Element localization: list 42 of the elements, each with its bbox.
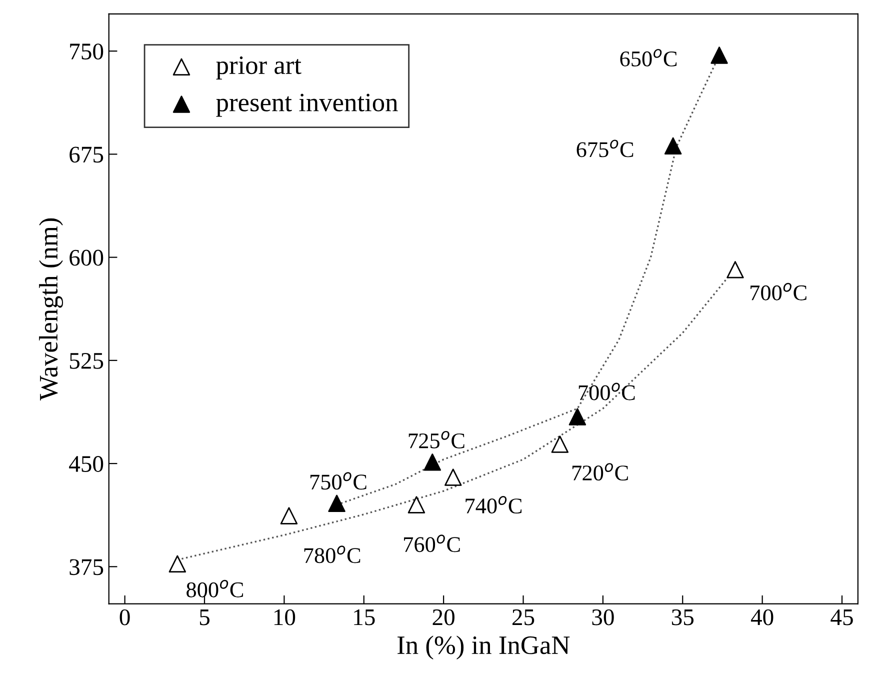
x-axis-title: In (%) in InGaN bbox=[398, 636, 570, 660]
y-tick-label: 525 bbox=[70, 352, 104, 369]
y-tick-label: 750 bbox=[70, 44, 104, 60]
x-tick-label: 15 bbox=[354, 609, 375, 626]
x-tick-label: 35 bbox=[672, 609, 694, 626]
annotation: 725$^{o}$C bbox=[408, 430, 464, 448]
annotation: 700$^{o}$C bbox=[750, 282, 806, 300]
point bbox=[710, 46, 728, 64]
annotation: 760$^{o}$C bbox=[404, 534, 460, 552]
x-tick-label: 45 bbox=[830, 609, 853, 626]
point bbox=[424, 454, 442, 471]
x-tick-label: 20 bbox=[432, 609, 454, 626]
annotation: 720$^{o}$C bbox=[572, 463, 628, 480]
x-tick-label: 30 bbox=[592, 609, 614, 626]
point bbox=[280, 507, 298, 524]
x-tick-label: 40 bbox=[750, 609, 774, 626]
point bbox=[328, 494, 346, 512]
y-tick-label: 375 bbox=[70, 559, 104, 576]
y-tick-label: 675 bbox=[70, 146, 104, 163]
point bbox=[408, 496, 426, 514]
point bbox=[568, 408, 586, 426]
annotation: 700$^{o}$C bbox=[578, 382, 635, 400]
legend-label: present invention bbox=[216, 94, 398, 117]
point bbox=[726, 261, 744, 278]
point bbox=[168, 555, 186, 573]
y-tick-label: 600 bbox=[70, 250, 104, 266]
x-tick-label: 0 bbox=[120, 609, 130, 626]
annotation: 780$^{o}$C bbox=[304, 546, 360, 564]
annotation: 740$^{o}$C bbox=[466, 496, 522, 514]
annotation: 750$^{o}$C bbox=[310, 472, 366, 490]
point bbox=[444, 468, 462, 486]
x-tick-label: 10 bbox=[274, 609, 296, 626]
annotation: 800$^{o}$C bbox=[186, 580, 244, 598]
x-tick-label: 5 bbox=[200, 610, 210, 626]
point bbox=[664, 137, 682, 155]
y-axis-title: Wavelength (nm) bbox=[39, 218, 64, 400]
annotation: 675$^{o}$C bbox=[576, 140, 634, 158]
x-tick-label: 25 bbox=[512, 609, 534, 626]
legend-label: prior art bbox=[216, 56, 302, 80]
point bbox=[551, 436, 569, 453]
annotation: 650$^{o}$C bbox=[620, 48, 677, 66]
y-tick-label: 450 bbox=[69, 456, 104, 472]
